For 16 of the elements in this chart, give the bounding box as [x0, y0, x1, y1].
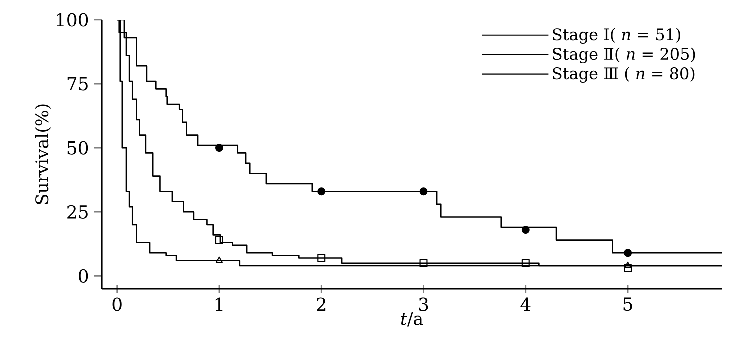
y-tick-label: 75: [68, 77, 88, 91]
x-tick-label: 3: [419, 298, 428, 312]
legend-label: Stage Ⅰ( n = 51): [553, 28, 680, 44]
x-tick-label: 5: [624, 298, 632, 312]
y-tick-label: 25: [68, 205, 88, 219]
x-tick-label: 1: [216, 298, 223, 312]
y-tick-label: 100: [57, 13, 88, 27]
x-tick-label: 0: [112, 298, 122, 312]
x-axis-title: t/a: [401, 312, 424, 327]
legend-label: Stage Ⅱ( n = 205): [553, 48, 696, 64]
y-tick-label: 0: [79, 269, 88, 283]
legend-label: Stage Ⅲ ( n = 80): [553, 67, 695, 83]
y-axis-title: Survival(%): [35, 104, 52, 204]
x-tick-label: 2: [317, 298, 326, 312]
x-tick-label: 4: [520, 298, 531, 312]
y-tick-label: 50: [68, 141, 88, 155]
